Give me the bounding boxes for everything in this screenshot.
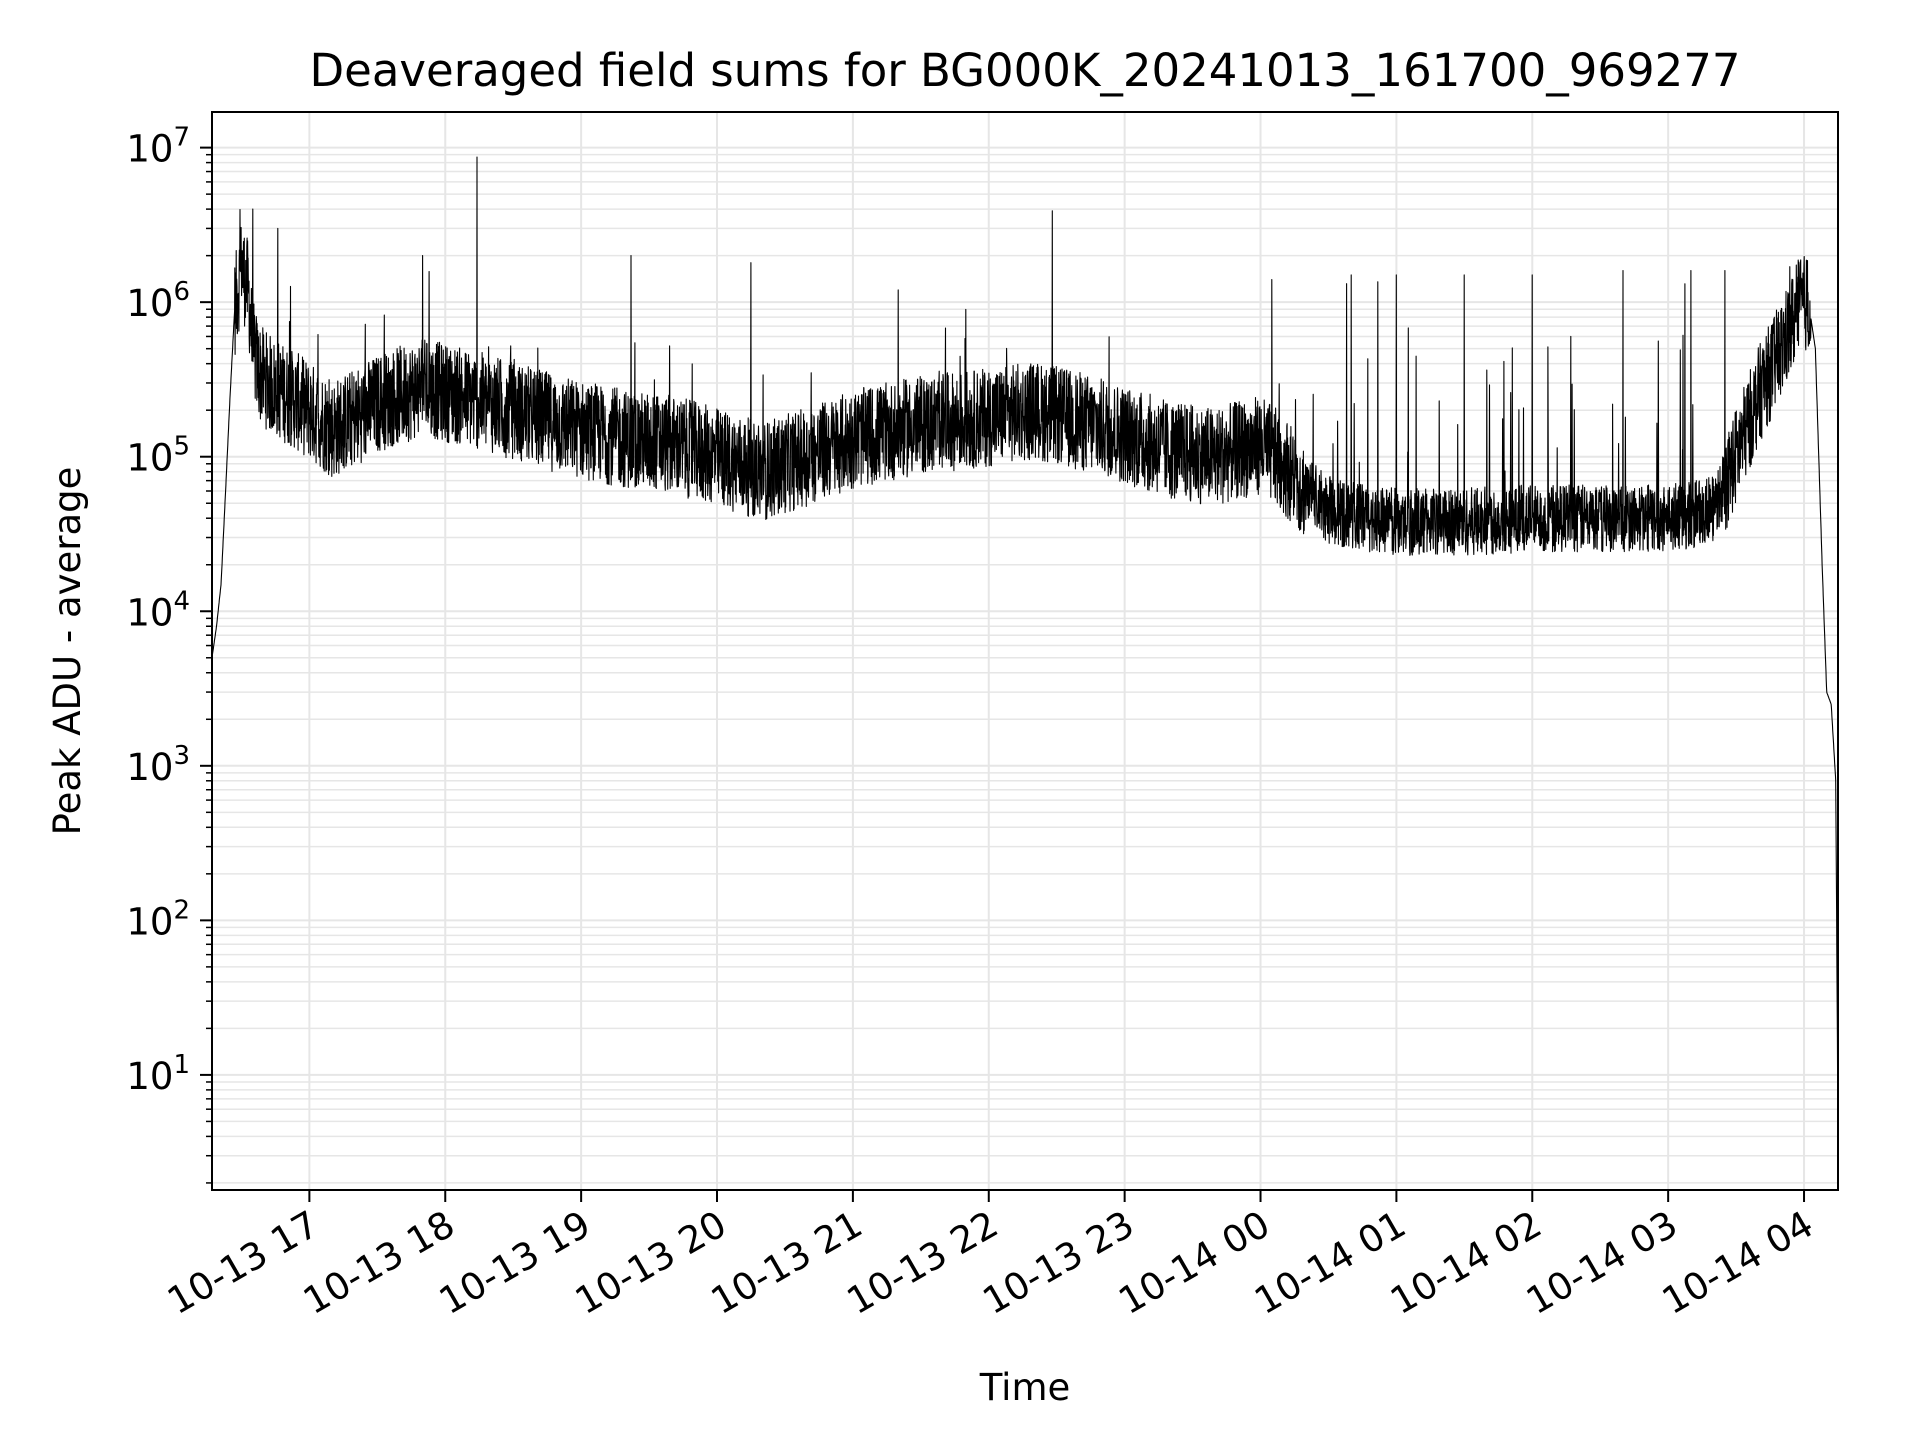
chart-title: Deaveraged field sums for BG000K_2024101… (309, 44, 1740, 97)
y-tick-label: 105 (126, 432, 190, 480)
y-axis-label: Peak ADU - average (46, 467, 89, 836)
series-line (211, 156, 1839, 1123)
x-tick-label: 10-13 20 (568, 1203, 734, 1323)
x-tick-label: 10-13 17 (160, 1203, 326, 1323)
y-tick-label: 101 (126, 1050, 190, 1098)
x-tick-label: 10-14 03 (1519, 1203, 1685, 1323)
x-tick-label: 10-13 22 (840, 1203, 1006, 1323)
x-tick-label: 10-14 01 (1247, 1203, 1413, 1323)
y-tick-label: 107 (126, 123, 190, 171)
x-tick-label: 10-14 00 (1111, 1203, 1277, 1323)
y-tick-label: 106 (126, 277, 190, 325)
x-tick-label: 10-13 19 (432, 1203, 598, 1323)
x-axis-label: Time (979, 1366, 1071, 1409)
y-tick-label: 104 (126, 586, 190, 634)
grid (212, 112, 1838, 1190)
y-tick-label: 102 (126, 895, 190, 943)
x-tick-label: 10-13 18 (296, 1203, 462, 1323)
x-tick-label: 10-14 02 (1383, 1203, 1549, 1323)
x-tick-label: 10-14 04 (1655, 1203, 1821, 1323)
x-tick-label: 10-13 23 (976, 1203, 1142, 1323)
x-tick-label: 10-13 21 (704, 1203, 870, 1323)
y-axis-ticks: 101 102 103 104 105 106 107 (126, 123, 212, 1184)
plot-frame (211, 111, 1839, 1191)
series (211, 156, 1839, 1123)
y-tick-label: 103 (126, 741, 190, 789)
